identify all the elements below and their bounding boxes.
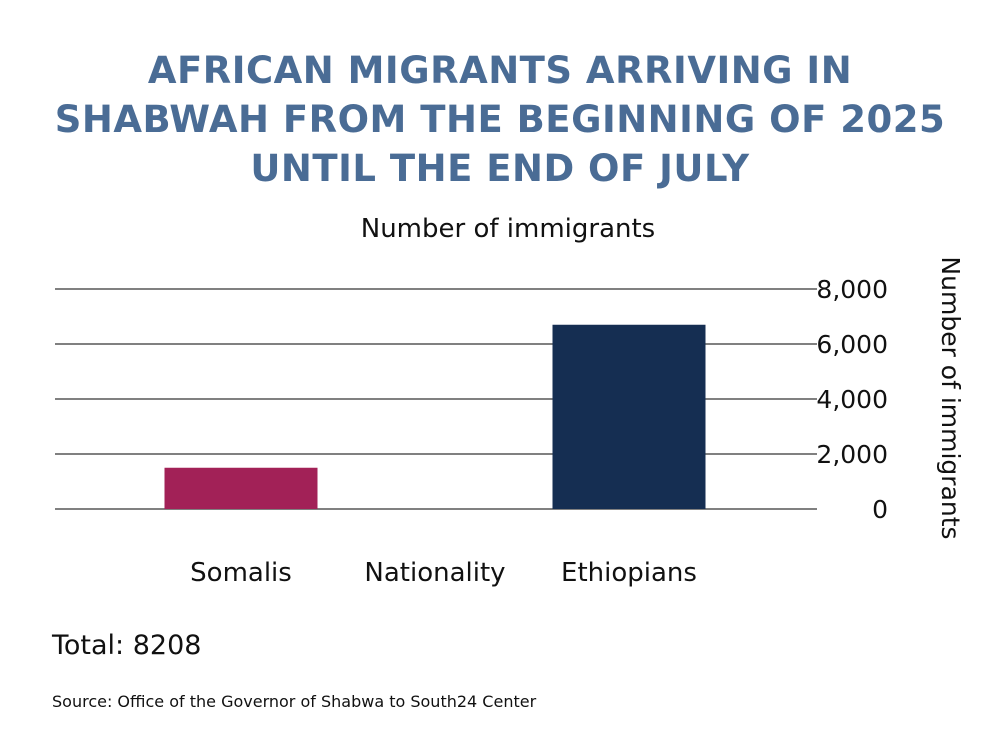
chart-title: AFRICAN MIGRANTS ARRIVING IN SHABWAH FRO… (54, 49, 946, 190)
bar-chart: 0 2,000 4,000 6,000 8,000 Somalis Nationality… (55, 256, 965, 588)
y-tick-label: 4,000 (816, 385, 888, 414)
total-count: Total: 8208 (52, 630, 202, 661)
bar-somalis (164, 467, 318, 509)
x-tick-labels: Somalis Nationality Ethiopians (190, 558, 697, 588)
y-tick-labels: 0 2,000 4,000 6,000 8,000 (816, 275, 888, 524)
y-tick-label: 6,000 (816, 330, 888, 359)
y-tick-label: 0 (872, 495, 888, 524)
bars (164, 324, 706, 509)
bar-ethiopians (552, 324, 706, 509)
chart-subtitle: Number of immigrants (360, 214, 656, 244)
x-tick-label: Somalis (190, 558, 292, 588)
source-note: Source: Office of the Governor of Shabwa… (52, 692, 537, 711)
y-tick-label: 8,000 (816, 275, 888, 304)
y-tick-label: 2,000 (816, 440, 888, 469)
x-tick-label: Ethiopians (561, 558, 697, 588)
y-axis-label: Number of immigrants (936, 256, 965, 539)
x-tick-label: Nationality (364, 558, 505, 588)
